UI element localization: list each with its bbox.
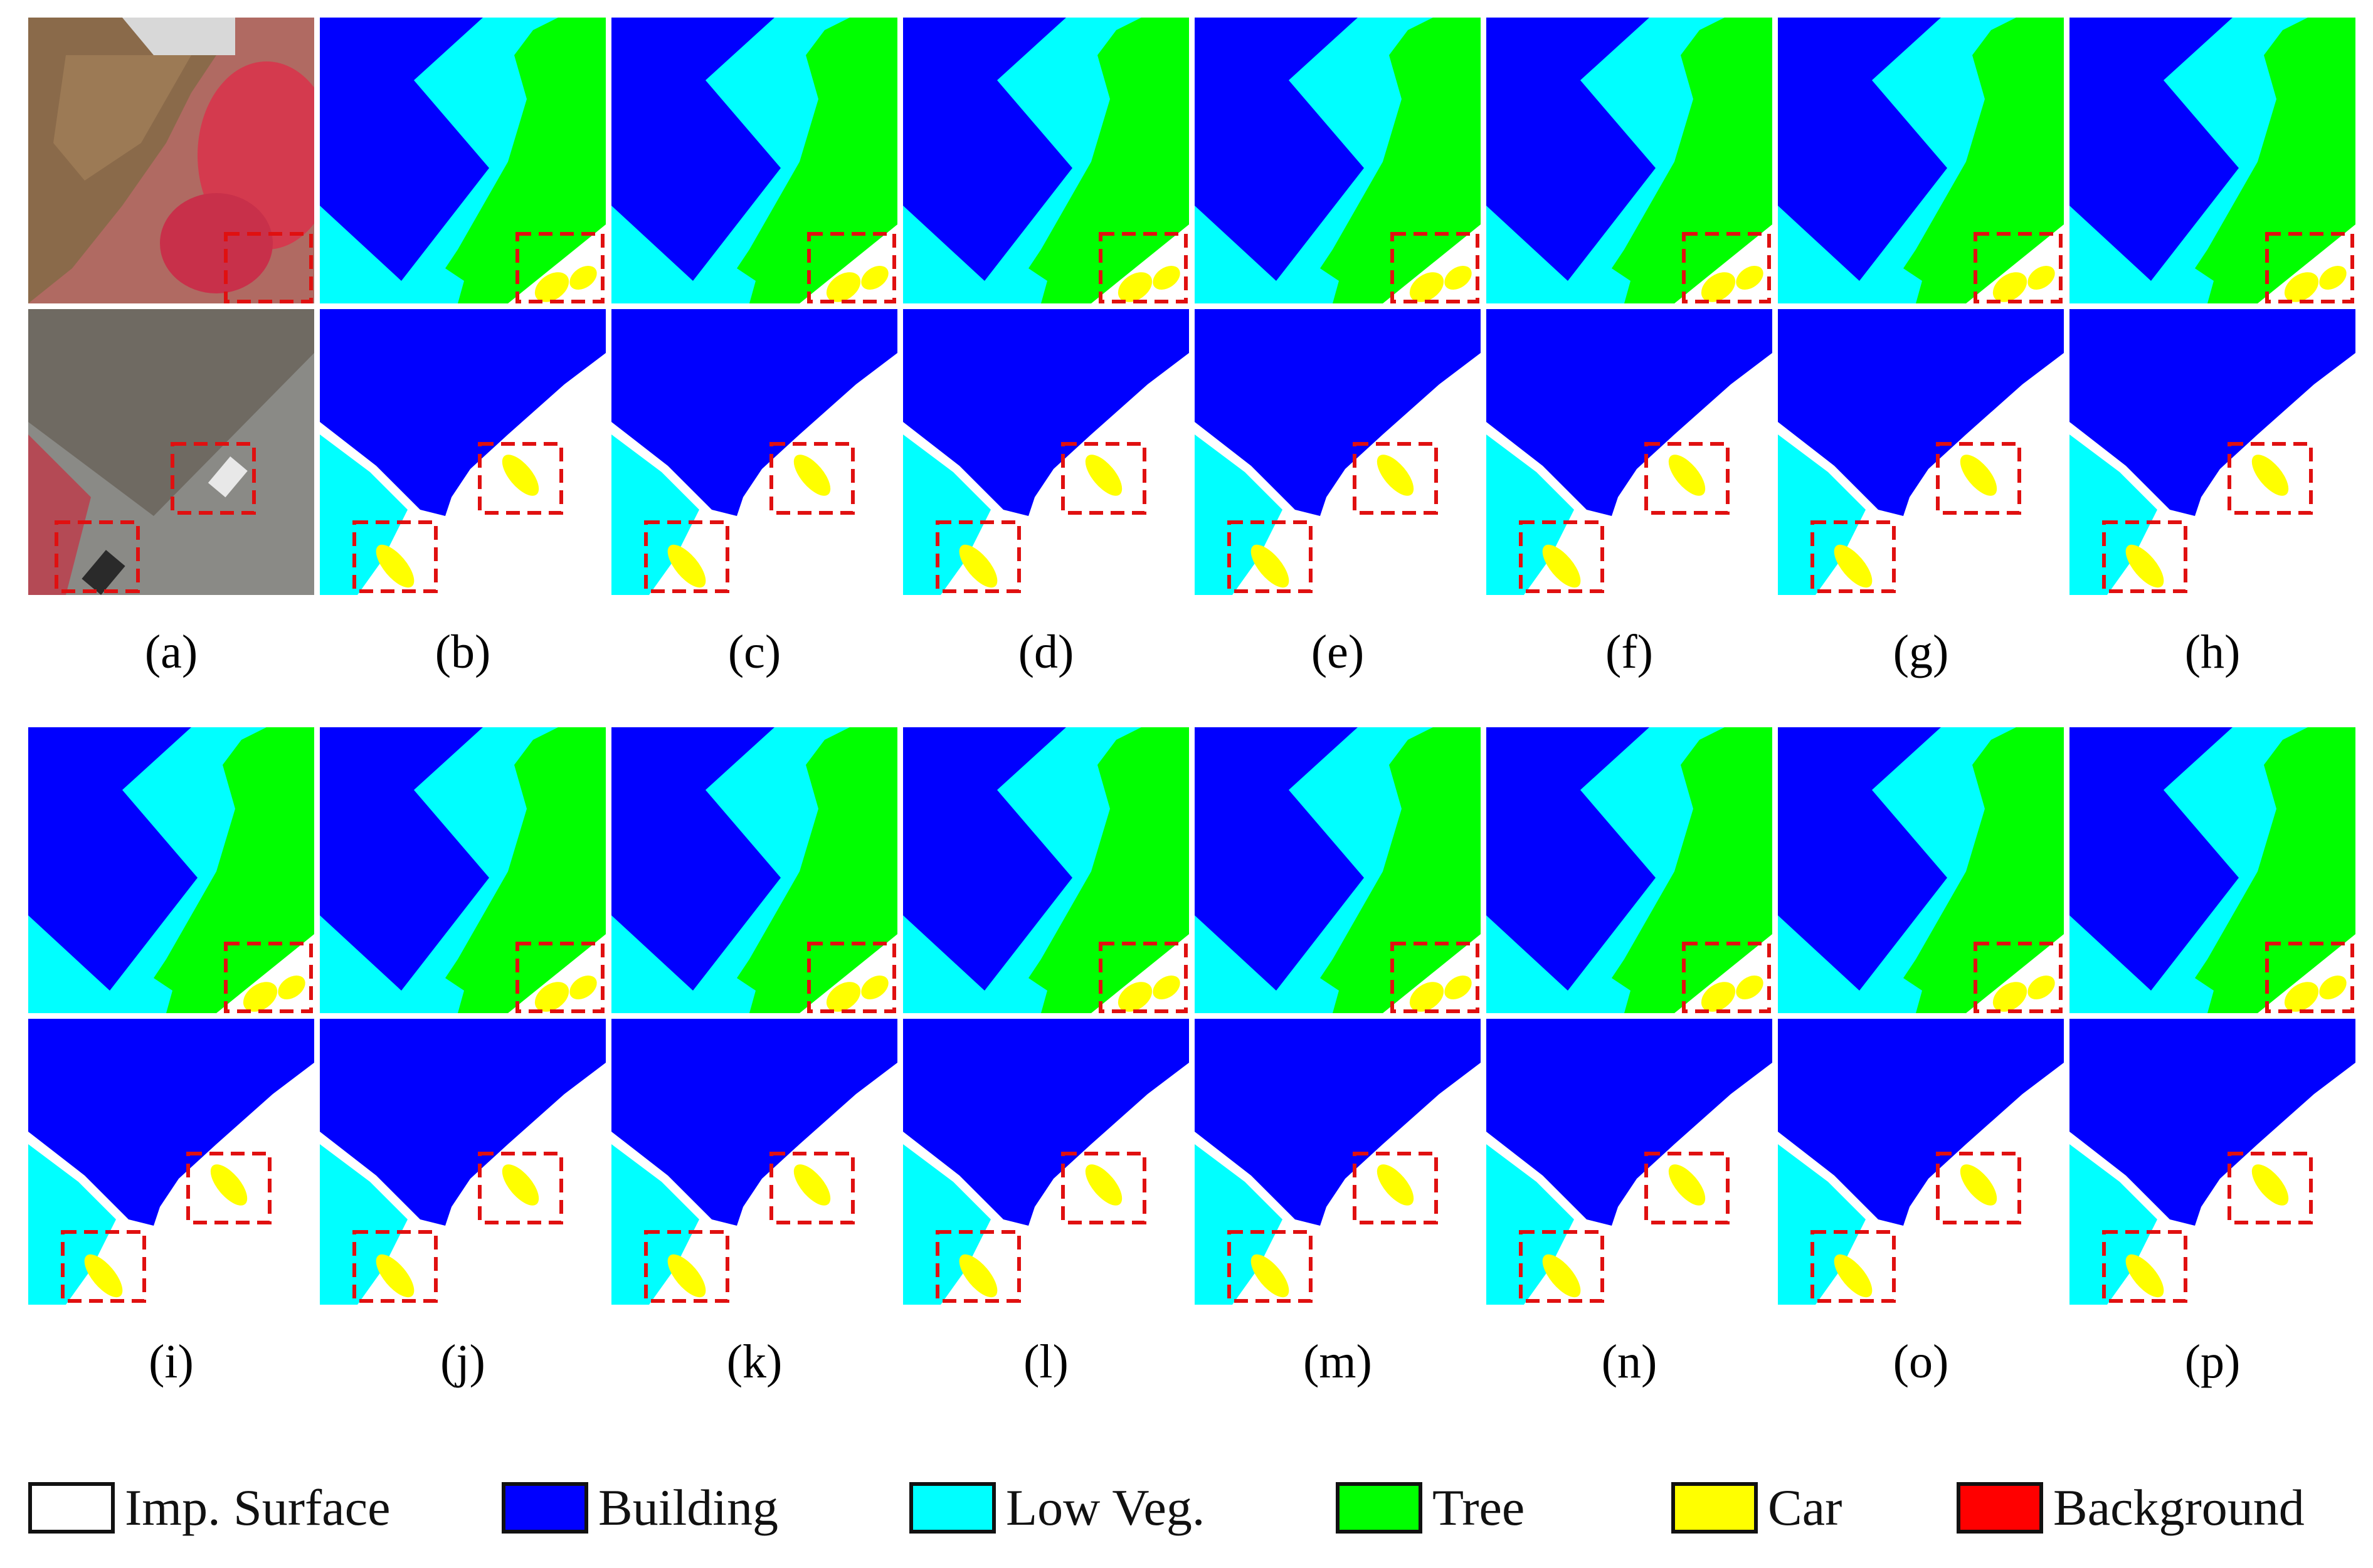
panel-m-bottom-map (1195, 1019, 1481, 1305)
panel-label-b: (b) (435, 626, 491, 678)
panel-p-top-map (2069, 727, 2355, 1013)
legend-swatch-car (1671, 1482, 1758, 1534)
panel-i-top-map (28, 727, 314, 1013)
panel-e-top-map (1195, 18, 1481, 303)
legend-swatch-tree (1336, 1482, 1422, 1534)
panel-label-o: (o) (1893, 1335, 1949, 1388)
panel-label-p: (p) (2184, 1335, 2241, 1388)
panel-m-top-map (1195, 727, 1481, 1013)
panel-label-k: (k) (726, 1335, 783, 1388)
panel-n-top-map (1486, 727, 1772, 1013)
legend-label-car: Car (1768, 1479, 1842, 1536)
panel-e-bottom-map (1195, 309, 1481, 595)
legend-label-low-veg: Low Veg. (1006, 1479, 1205, 1536)
panel-c-bottom-map (611, 309, 897, 595)
panel-j-bottom-map (320, 1019, 606, 1305)
panel-label-i: (i) (149, 1335, 194, 1388)
legend-item-tree: Tree (1336, 1476, 1525, 1539)
panel-h-bottom-map (2069, 309, 2355, 595)
panel-label-m: (m) (1303, 1335, 1372, 1388)
legend-swatch-low-veg (909, 1482, 996, 1534)
panel-h-top-map (2069, 18, 2355, 303)
panel-j-top-map (320, 727, 606, 1013)
legend-label-building: Building (598, 1479, 779, 1536)
panel-label-n: (n) (1601, 1335, 1657, 1388)
legend-item-low-veg: Low Veg. (909, 1476, 1205, 1539)
panel-label-l: (l) (1023, 1335, 1069, 1388)
panel-b-bottom-map (320, 309, 606, 595)
panel-a-bottom-image (28, 309, 314, 595)
legend-item-background: Background (1957, 1476, 2305, 1539)
panel-l-bottom-map (903, 1019, 1189, 1305)
panel-label-e: (e) (1311, 626, 1365, 678)
panel-o-top-map (1778, 727, 2064, 1013)
panel-o-bottom-map (1778, 1019, 2064, 1305)
legend-label-background: Background (2053, 1479, 2305, 1536)
panel-c-top-map (611, 18, 897, 303)
panel-label-c: (c) (727, 626, 781, 678)
panel-f-bottom-map (1486, 309, 1772, 595)
legend-item-car: Car (1671, 1476, 1842, 1539)
panel-i-bottom-map (28, 1019, 314, 1305)
panel-p-bottom-map (2069, 1019, 2355, 1305)
panel-k-top-map (611, 727, 897, 1013)
panel-d-bottom-map (903, 309, 1189, 595)
legend-item-building: Building (502, 1476, 778, 1539)
panel-label-j: (j) (440, 1335, 485, 1388)
panel-label-g: (g) (1893, 626, 1949, 678)
panel-g-top-map (1778, 18, 2064, 303)
legend-swatch-imp-surface (28, 1482, 115, 1534)
panel-label-f: (f) (1605, 626, 1653, 678)
panel-b-top-map (320, 18, 606, 303)
legend-item-imp-surface: Imp. Surface (28, 1476, 391, 1539)
panel-f-top-map (1486, 18, 1772, 303)
legend-swatch-building (502, 1482, 588, 1534)
panel-n-bottom-map (1486, 1019, 1772, 1305)
panel-l-top-map (903, 727, 1189, 1013)
panel-g-bottom-map (1778, 309, 2064, 595)
panel-label-h: (h) (2184, 626, 2241, 678)
legend-label-tree: Tree (1432, 1479, 1525, 1536)
legend-swatch-background (1957, 1482, 2043, 1534)
panel-d-top-map (903, 18, 1189, 303)
panel-label-d: (d) (1018, 626, 1074, 678)
legend-label-imp-surface: Imp. Surface (125, 1479, 391, 1536)
panel-a-top-image (28, 18, 314, 303)
panel-label-a: (a) (144, 626, 198, 678)
panel-k-bottom-map (611, 1019, 897, 1305)
